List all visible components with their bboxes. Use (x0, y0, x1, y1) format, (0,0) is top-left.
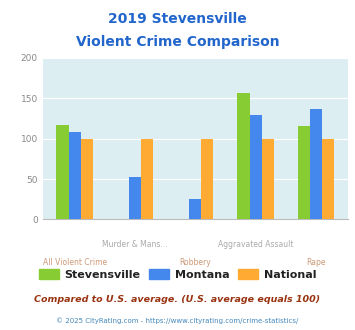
Bar (262, 139, 274, 219)
Text: © 2025 CityRating.com - https://www.cityrating.com/crime-statistics/: © 2025 CityRating.com - https://www.city… (56, 317, 299, 324)
Text: Compared to U.S. average. (U.S. average equals 100): Compared to U.S. average. (U.S. average … (34, 295, 321, 304)
Text: Violent Crime Comparison: Violent Crime Comparison (76, 35, 279, 49)
Legend: Stevensville, Montana, National: Stevensville, Montana, National (34, 265, 321, 284)
Bar (189, 199, 201, 219)
Bar (81, 139, 93, 219)
Bar (322, 139, 334, 219)
Text: 2019 Stevensville: 2019 Stevensville (108, 12, 247, 25)
Text: Rape: Rape (306, 258, 326, 267)
Text: Robbery: Robbery (179, 258, 211, 267)
Text: Murder & Mans...: Murder & Mans... (102, 241, 168, 249)
Bar (69, 132, 81, 219)
Bar (201, 139, 213, 219)
Text: All Violent Crime: All Violent Crime (43, 258, 106, 267)
Bar (56, 125, 69, 219)
Bar (141, 139, 153, 219)
Bar (129, 178, 141, 219)
Text: Aggravated Assault: Aggravated Assault (218, 241, 293, 249)
Bar (250, 115, 262, 219)
Bar (298, 126, 310, 219)
Bar (310, 110, 322, 219)
Bar (237, 92, 250, 219)
